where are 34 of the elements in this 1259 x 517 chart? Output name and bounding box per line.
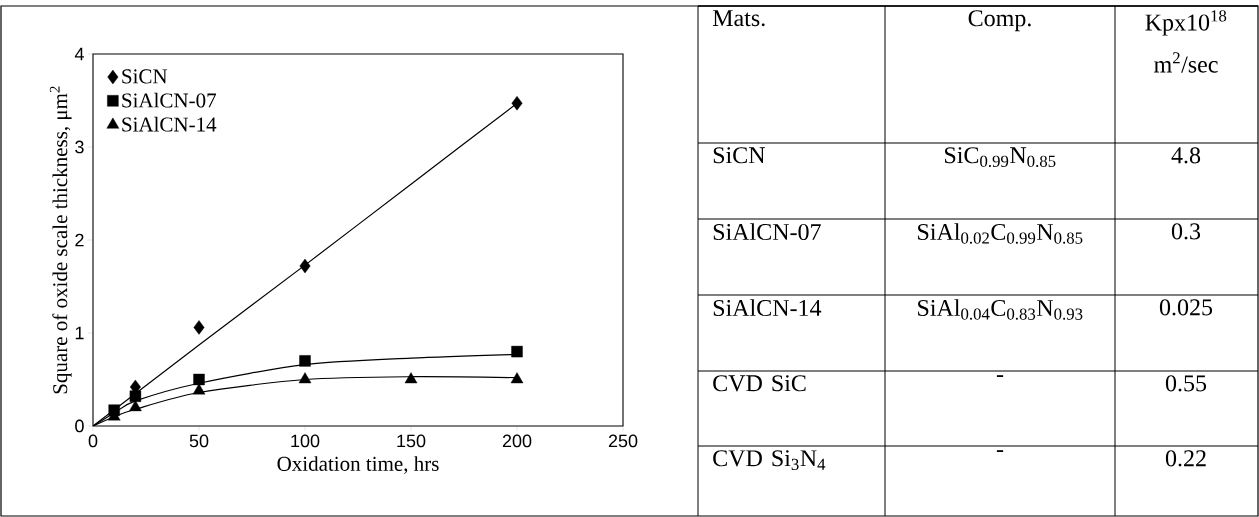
x-tick-label: 200 <box>502 434 532 448</box>
text: 4.8 <box>1171 147 1201 164</box>
x-tick-label: 250 <box>608 434 638 448</box>
y-tick-label: 0 <box>75 419 84 433</box>
x-axis-title: Oxidation time, hrs <box>277 456 439 474</box>
legend-label: SiAlCN-14 <box>122 116 217 132</box>
x-tick-label: 100 <box>291 434 320 448</box>
legend-label: SiCN <box>122 69 168 84</box>
text: CVD SiC <box>713 375 806 392</box>
y-tick-label: 3 <box>75 140 84 154</box>
x-tick-label: 150 <box>397 434 426 448</box>
legend-label: SiAlCN-07 <box>122 92 216 108</box>
text: SiAlCN-14 <box>713 299 822 317</box>
text: - <box>996 375 1004 377</box>
text: SiC$_{0.99}$N$_{0.85}$ <box>945 147 1056 168</box>
text: Comp. <box>968 10 1031 32</box>
text: CVD Si$_{3}$N$_{4}$ <box>713 450 826 470</box>
text: Mats. <box>712 10 765 27</box>
text: SiAl$_{0.02}$C$_{0.99}$N$_{0.85}$ <box>918 223 1083 244</box>
y-tick-label: 2 <box>75 233 84 247</box>
text: 0.22 <box>1165 450 1206 467</box>
y-tick-label: 1 <box>75 326 84 340</box>
x-tick-label: 50 <box>189 434 209 448</box>
x-tick-label: 0 <box>88 434 98 448</box>
text: SiAl$_{0.04}$C$_{0.83}$N$_{0.93}$ <box>918 299 1083 320</box>
text: SiCN <box>713 147 766 164</box>
text: - <box>996 450 1004 452</box>
y-tick-label: 4 <box>74 47 84 61</box>
y-axis-title: Square of oxide scale thickness, μm$^{2}$ <box>49 86 72 394</box>
text: Kpx10$^{18}$ m$^{2}$/sec <box>1145 10 1227 73</box>
text: 0.025 <box>1159 299 1213 316</box>
text: SiAlCN-07 <box>713 223 821 241</box>
text: 0.3 <box>1171 223 1201 240</box>
text: 0.55 <box>1165 375 1207 392</box>
